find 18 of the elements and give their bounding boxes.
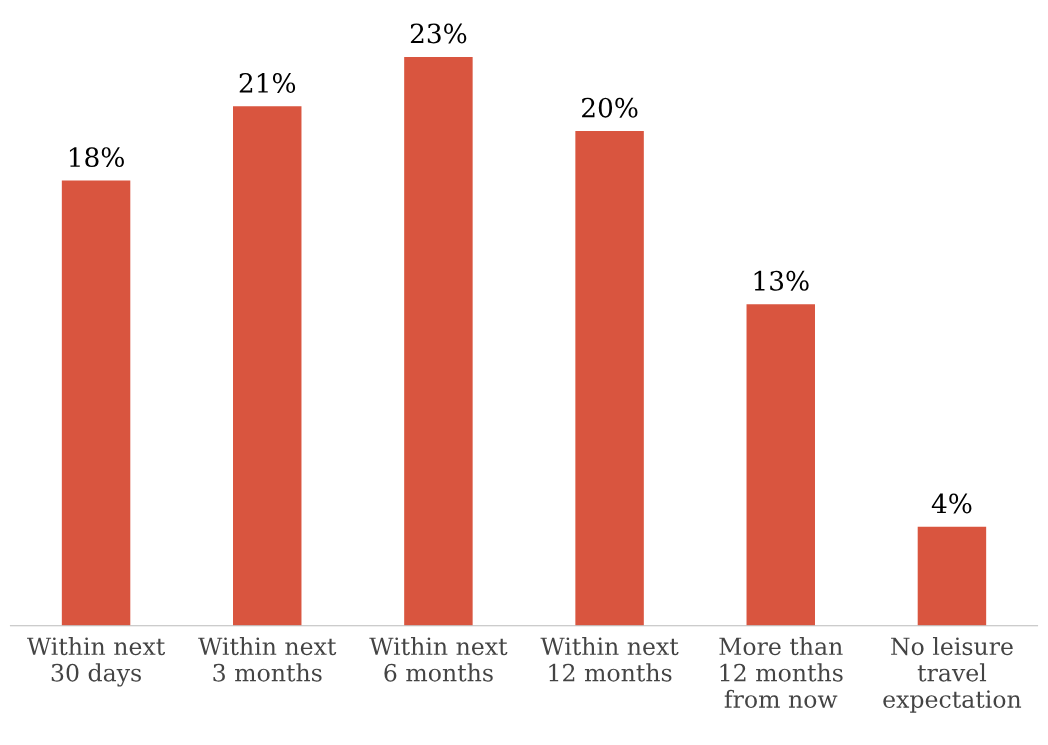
x-tick-label: Within next 30 days [27, 636, 166, 687]
data-label: 13% [754, 270, 809, 291]
x-tick-label: No leisure travel expectation [883, 636, 1022, 713]
bar [575, 131, 644, 626]
bar [746, 304, 815, 626]
bar [61, 180, 131, 626]
data-label: 4% [931, 493, 972, 514]
x-tick-label: Within next 12 months [540, 636, 679, 682]
data-label: 23% [410, 23, 467, 44]
bar [917, 526, 987, 626]
data-label: 21% [239, 72, 296, 93]
x-tick-label: Within next 3 months [198, 636, 337, 682]
x-tick-label: Within next 6 months [369, 636, 508, 682]
data-label: 20% [582, 97, 638, 118]
bar [404, 56, 473, 626]
x-tick-label: More than 12 months from now [719, 636, 843, 709]
bar [233, 106, 302, 626]
data-label: 18% [69, 147, 124, 168]
